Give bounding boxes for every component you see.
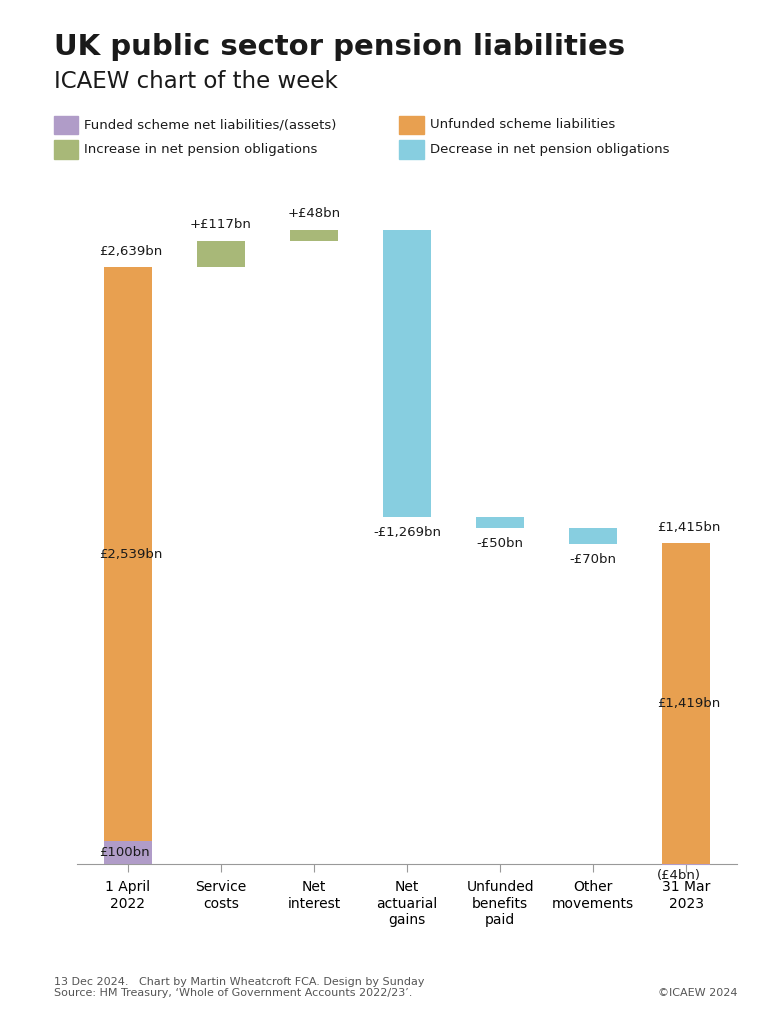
Text: £1,419bn: £1,419bn <box>657 696 720 710</box>
Text: £2,539bn: £2,539bn <box>99 548 163 560</box>
Bar <box>662 543 710 864</box>
Bar <box>197 241 245 267</box>
Text: -£70bn: -£70bn <box>570 553 617 566</box>
Bar <box>569 528 617 544</box>
Text: -£1,269bn: -£1,269bn <box>373 526 441 539</box>
Text: +£48bn: +£48bn <box>287 208 340 220</box>
Text: Increase in net pension obligations: Increase in net pension obligations <box>84 143 318 156</box>
Bar <box>104 267 152 841</box>
Text: +£117bn: +£117bn <box>190 218 252 231</box>
Text: £2,639bn: £2,639bn <box>99 245 162 258</box>
Text: UK public sector pension liabilities: UK public sector pension liabilities <box>54 33 625 60</box>
Text: Decrease in net pension obligations: Decrease in net pension obligations <box>430 143 670 156</box>
Text: 13 Dec 2024.   Chart by Martin Wheatcroft FCA. Design by Sunday
Source: HM Treas: 13 Dec 2024. Chart by Martin Wheatcroft … <box>54 977 424 998</box>
Text: -£50bn: -£50bn <box>477 538 524 550</box>
Text: Unfunded scheme liabilities: Unfunded scheme liabilities <box>430 119 615 131</box>
Bar <box>476 517 525 528</box>
Text: (£4bn): (£4bn) <box>657 869 701 883</box>
Text: £100bn: £100bn <box>99 846 150 859</box>
Bar <box>104 841 152 864</box>
Text: £1,415bn: £1,415bn <box>657 520 720 534</box>
Bar <box>383 229 431 517</box>
Text: ICAEW chart of the week: ICAEW chart of the week <box>54 70 338 92</box>
Text: Funded scheme net liabilities/(assets): Funded scheme net liabilities/(assets) <box>84 119 337 131</box>
Bar <box>290 229 338 241</box>
Text: ©ICAEW 2024: ©ICAEW 2024 <box>657 988 737 998</box>
